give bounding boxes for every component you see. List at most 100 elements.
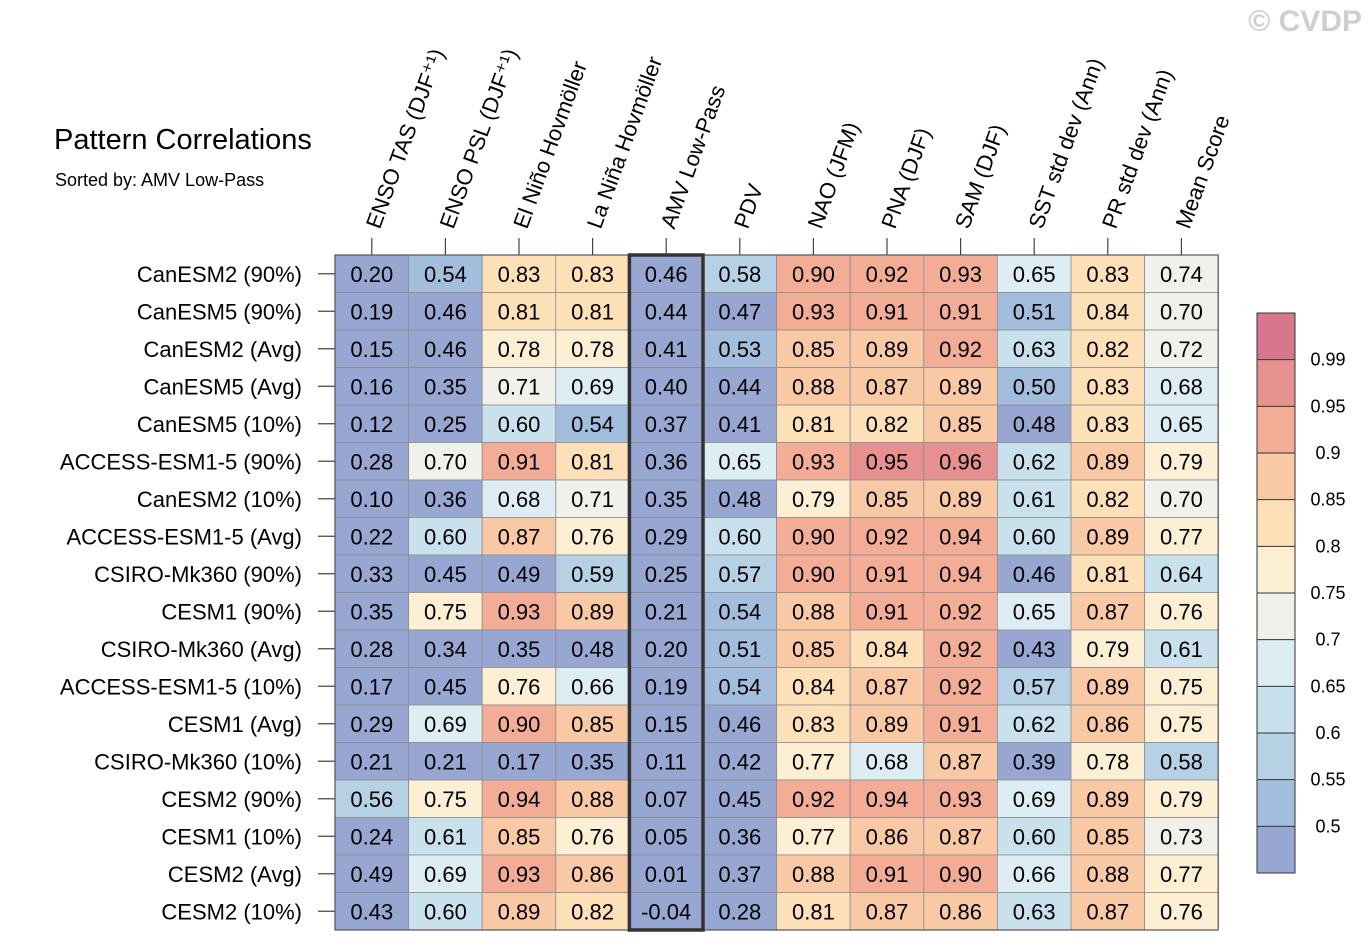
cell-value: 0.72 bbox=[1160, 337, 1203, 362]
heatmap-cell bbox=[408, 442, 483, 481]
cell-value: 0.93 bbox=[498, 599, 541, 624]
heatmap-border bbox=[334, 254, 1219, 931]
cell-value: 0.78 bbox=[498, 337, 541, 362]
heatmap-cell bbox=[702, 404, 777, 443]
cell-value: 0.86 bbox=[866, 824, 909, 849]
heatmap-cell bbox=[555, 479, 630, 518]
heatmap-cell bbox=[776, 892, 851, 931]
cell-value: 0.70 bbox=[1160, 299, 1203, 324]
heatmap-cell bbox=[997, 629, 1072, 668]
cell-value: 0.89 bbox=[1086, 674, 1129, 699]
heatmap-cell bbox=[702, 554, 777, 593]
cell-value: 0.28 bbox=[350, 637, 393, 662]
cell-value: 0.71 bbox=[498, 374, 541, 399]
heatmap-cell bbox=[1144, 479, 1219, 518]
heatmap-cell bbox=[334, 742, 409, 781]
colorbar-label: 0.55 bbox=[1310, 770, 1345, 790]
heatmap-cell bbox=[923, 817, 998, 856]
heatmap-cell bbox=[923, 479, 998, 518]
heatmap-cell bbox=[923, 592, 998, 631]
cell-value: 0.65 bbox=[1013, 262, 1056, 287]
heatmap-cell bbox=[1070, 779, 1145, 818]
cell-value: 0.90 bbox=[792, 562, 835, 587]
cell-value: 0.69 bbox=[571, 374, 614, 399]
heatmap-cell bbox=[555, 592, 630, 631]
cell-value: 0.87 bbox=[939, 824, 982, 849]
cell-value: 0.21 bbox=[424, 749, 467, 774]
cell-value: 0.48 bbox=[718, 487, 761, 512]
cell-value: 0.37 bbox=[645, 412, 688, 437]
heatmap-cell bbox=[849, 742, 925, 781]
heatmap-cell bbox=[334, 329, 409, 368]
cell-value: 0.84 bbox=[866, 637, 909, 662]
cell-value: 0.87 bbox=[1086, 599, 1129, 624]
cell-value: 0.93 bbox=[939, 262, 982, 287]
cell-value: 0.94 bbox=[939, 524, 982, 549]
cell-value: 0.36 bbox=[718, 824, 761, 849]
cell-value: 0.66 bbox=[571, 674, 614, 699]
row-label: CanESM2 (10%) bbox=[137, 487, 302, 512]
heatmap-cell bbox=[923, 854, 998, 893]
cell-value: 0.35 bbox=[571, 749, 614, 774]
cell-value: 0.21 bbox=[350, 749, 393, 774]
cell-value: 0.46 bbox=[718, 712, 761, 737]
heatmap-values: 0.20 0.54 0.83 0.83 0.46 0.58 0.90 0.92 0.93 0.65… bbox=[350, 262, 1202, 925]
cell-value: 0.50 bbox=[1013, 374, 1056, 399]
colorbar-segment bbox=[1257, 593, 1295, 640]
colorbar bbox=[1256, 312, 1296, 874]
heatmap-cell bbox=[776, 442, 851, 481]
heatmap-cell bbox=[702, 442, 777, 481]
cell-value: 0.05 bbox=[645, 824, 688, 849]
cell-value: 0.66 bbox=[1013, 862, 1056, 887]
heatmap-cell bbox=[408, 479, 483, 518]
cell-value: 0.91 bbox=[866, 862, 909, 887]
heatmap-cell bbox=[997, 329, 1072, 368]
cell-value: 0.85 bbox=[571, 712, 614, 737]
heatmap-cell bbox=[334, 854, 409, 893]
cell-value: 0.75 bbox=[424, 787, 467, 812]
cell-value: -0.04 bbox=[641, 899, 691, 924]
heatmap-cell bbox=[555, 442, 630, 481]
heatmap-cell bbox=[923, 667, 998, 706]
cell-value: 0.74 bbox=[1160, 262, 1203, 287]
cell-value: 0.70 bbox=[1160, 487, 1203, 512]
heatmap-cell bbox=[629, 404, 704, 443]
cell-value: 0.01 bbox=[645, 862, 688, 887]
colorbar-label: 0.99 bbox=[1310, 350, 1345, 370]
heatmap-cell bbox=[334, 442, 409, 481]
colorbar-segment bbox=[1257, 453, 1295, 500]
cell-value: 0.87 bbox=[498, 524, 541, 549]
column-label: NAO (JFM) bbox=[803, 119, 865, 232]
cell-value: 0.61 bbox=[1160, 637, 1203, 662]
heatmap-cell bbox=[555, 517, 630, 556]
cell-value: 0.91 bbox=[939, 299, 982, 324]
heatmap-cell bbox=[849, 817, 925, 856]
cell-value: 0.93 bbox=[792, 299, 835, 324]
cell-value: 0.47 bbox=[718, 299, 761, 324]
heatmap-cell bbox=[1144, 854, 1219, 893]
cell-value: 0.34 bbox=[424, 637, 467, 662]
cell-value: 0.75 bbox=[1160, 674, 1203, 699]
heatmap-cell bbox=[629, 292, 704, 331]
heatmap-cell bbox=[481, 554, 557, 593]
cell-value: 0.29 bbox=[350, 712, 393, 737]
colorbar-segment bbox=[1257, 499, 1295, 547]
cell-value: 0.35 bbox=[350, 599, 393, 624]
cell-value: 0.43 bbox=[1013, 637, 1056, 662]
heatmap-cell bbox=[481, 667, 557, 706]
cell-value: 0.88 bbox=[792, 599, 835, 624]
cell-value: 0.45 bbox=[424, 562, 467, 587]
column-label: ENSO PSL (DJF⁺¹) bbox=[435, 45, 523, 231]
cell-value: 0.62 bbox=[1013, 712, 1056, 737]
row-label: CanESM2 (Avg) bbox=[143, 337, 302, 362]
cell-value: 0.79 bbox=[1160, 787, 1203, 812]
heatmap-cell bbox=[408, 629, 483, 668]
colorbar-segment bbox=[1257, 733, 1295, 780]
cell-value: 0.45 bbox=[424, 674, 467, 699]
heatmap-cell bbox=[1070, 892, 1145, 931]
cell-value: 0.70 bbox=[424, 449, 467, 474]
cell-value: 0.85 bbox=[498, 824, 541, 849]
cell-value: 0.86 bbox=[1086, 712, 1129, 737]
cell-value: 0.28 bbox=[350, 449, 393, 474]
cell-value: 0.60 bbox=[718, 524, 761, 549]
